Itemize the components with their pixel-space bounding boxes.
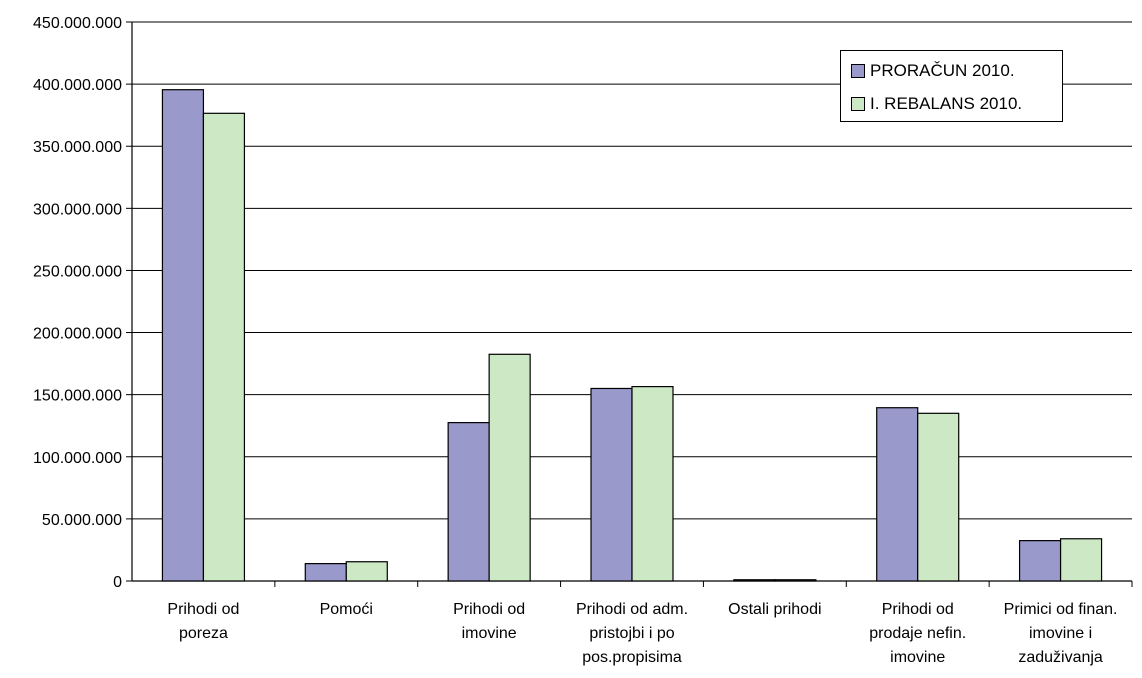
bar xyxy=(774,579,817,582)
y-tick-label: 50.000.000 xyxy=(42,512,122,529)
y-tick-label: 450.000.000 xyxy=(33,15,122,32)
x-tick-label: pristojbi i po xyxy=(589,625,674,642)
y-tick-label: 200.000.000 xyxy=(33,326,122,343)
bar xyxy=(202,112,246,582)
legend-swatch-proracun xyxy=(851,64,865,78)
bar xyxy=(161,89,205,582)
bar xyxy=(631,385,674,582)
legend-swatch-rebalans xyxy=(851,97,865,111)
x-tick-label: Ostali prihodi xyxy=(728,601,821,618)
y-tick-label: 300.000.000 xyxy=(33,201,122,218)
x-tick-label: Primici od finan. xyxy=(1004,601,1118,618)
x-tick-label: Prihodi od adm. xyxy=(576,601,688,618)
y-tick-label: 250.000.000 xyxy=(33,263,122,280)
y-tick-label: 0 xyxy=(113,574,122,591)
chart-legend: PRORAČUN 2010. I. REBALANS 2010. xyxy=(840,50,1063,122)
x-tick-label: zaduživanja xyxy=(1018,649,1103,666)
bar xyxy=(917,412,960,582)
y-tick-label: 150.000.000 xyxy=(33,388,122,405)
x-tick-label: Prihodi od xyxy=(453,601,525,618)
x-tick-label: pos.propisima xyxy=(582,649,682,666)
x-tick-label: poreza xyxy=(179,625,228,642)
bar xyxy=(488,353,531,582)
x-tick-label: imovine xyxy=(462,625,517,642)
x-tick-label: Prihodi od xyxy=(882,601,954,618)
legend-item-rebalans: I. REBALANS 2010. xyxy=(851,93,1022,115)
x-tick-label: imovine xyxy=(890,649,945,666)
legend-item-proracun: PRORAČUN 2010. xyxy=(851,60,1015,82)
y-tick-label: 400.000.000 xyxy=(33,77,122,94)
bar xyxy=(876,407,919,582)
y-tick-label: 100.000.000 xyxy=(33,450,122,467)
bar xyxy=(345,561,388,582)
bar xyxy=(304,563,347,582)
legend-label-rebalans: I. REBALANS 2010. xyxy=(870,94,1023,113)
x-tick-label: prodaje nefin. xyxy=(869,625,966,642)
x-tick-label: imovine i xyxy=(1029,625,1092,642)
bar xyxy=(733,579,776,582)
bar xyxy=(1018,540,1062,582)
bar xyxy=(1059,538,1103,582)
bar xyxy=(590,387,633,582)
x-tick-label: Prihodi od xyxy=(167,601,239,618)
legend-label-proracun: PRORAČUN 2010. xyxy=(870,61,1015,80)
x-tick-label: Pomoći xyxy=(320,601,373,618)
y-tick-label: 350.000.000 xyxy=(33,139,122,156)
bar xyxy=(447,422,490,582)
